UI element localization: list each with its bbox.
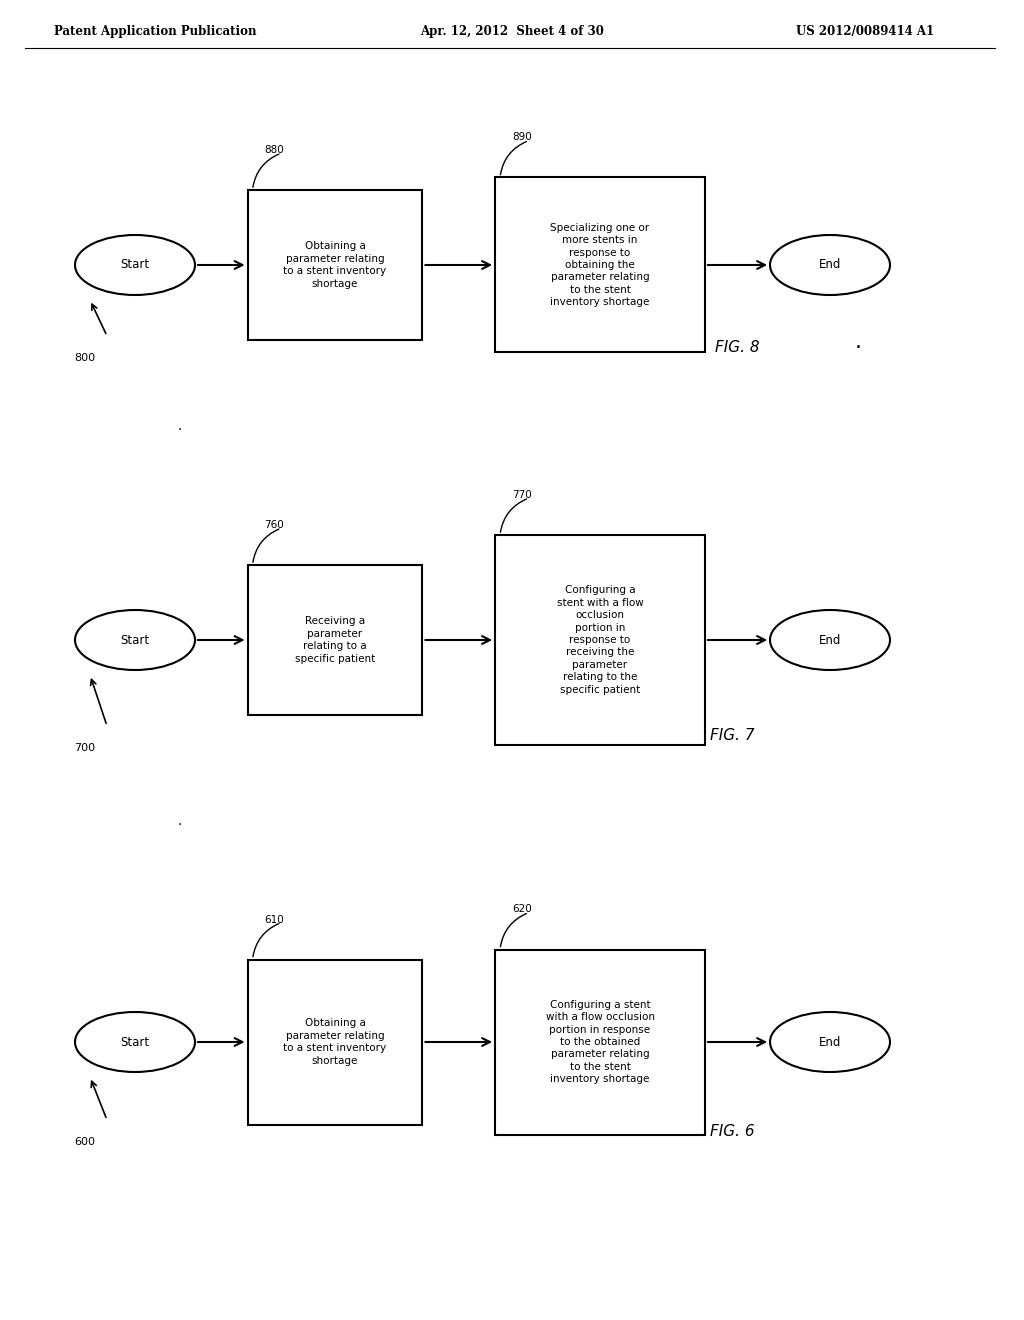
Text: FIG. 7: FIG. 7 — [710, 727, 755, 742]
Bar — [248, 565, 423, 715]
Text: Configuring a stent
with a flow occlusion
portion in response
to the obtained
pa: Configuring a stent with a flow occlusio… — [546, 999, 654, 1084]
Bar — [495, 949, 705, 1134]
Text: ·: · — [178, 422, 182, 437]
Text: Obtaining a
parameter relating
to a stent inventory
shortage: Obtaining a parameter relating to a sten… — [284, 1019, 387, 1065]
Text: 770: 770 — [512, 490, 531, 500]
Text: US 2012/0089414 A1: US 2012/0089414 A1 — [796, 25, 934, 38]
Text: Start: Start — [121, 1035, 150, 1048]
Text: 760: 760 — [264, 520, 285, 531]
Text: End: End — [819, 1035, 841, 1048]
Text: Start: Start — [121, 259, 150, 272]
Text: Patent Application Publication: Patent Application Publication — [53, 25, 256, 38]
Text: 620: 620 — [512, 904, 531, 915]
Text: 800: 800 — [75, 352, 95, 363]
Text: 700: 700 — [75, 743, 95, 752]
Text: Receiving a
parameter
relating to a
specific patient: Receiving a parameter relating to a spec… — [295, 616, 375, 664]
Text: Start: Start — [121, 634, 150, 647]
Text: 610: 610 — [264, 915, 285, 924]
Bar — [248, 960, 423, 1125]
Bar — [495, 535, 705, 744]
Text: End: End — [819, 634, 841, 647]
Text: ·: · — [178, 818, 182, 832]
Text: 890: 890 — [512, 132, 531, 143]
Text: Obtaining a
parameter relating
to a stent inventory
shortage: Obtaining a parameter relating to a sten… — [284, 242, 387, 289]
Bar — [248, 190, 423, 341]
Bar — [495, 177, 705, 352]
Text: Configuring a
stent with a flow
occlusion
portion in
response to
receiving the
p: Configuring a stent with a flow occlusio… — [557, 585, 643, 694]
Text: Specializing one or
more stents in
response to
obtaining the
parameter relating
: Specializing one or more stents in respo… — [550, 223, 649, 308]
Text: 880: 880 — [264, 145, 285, 154]
Text: 600: 600 — [75, 1137, 95, 1147]
Text: Apr. 12, 2012  Sheet 4 of 30: Apr. 12, 2012 Sheet 4 of 30 — [420, 25, 604, 38]
Text: End: End — [819, 259, 841, 272]
Text: ·: · — [855, 338, 862, 358]
Text: FIG. 8: FIG. 8 — [715, 341, 760, 355]
Text: FIG. 6: FIG. 6 — [710, 1125, 755, 1139]
